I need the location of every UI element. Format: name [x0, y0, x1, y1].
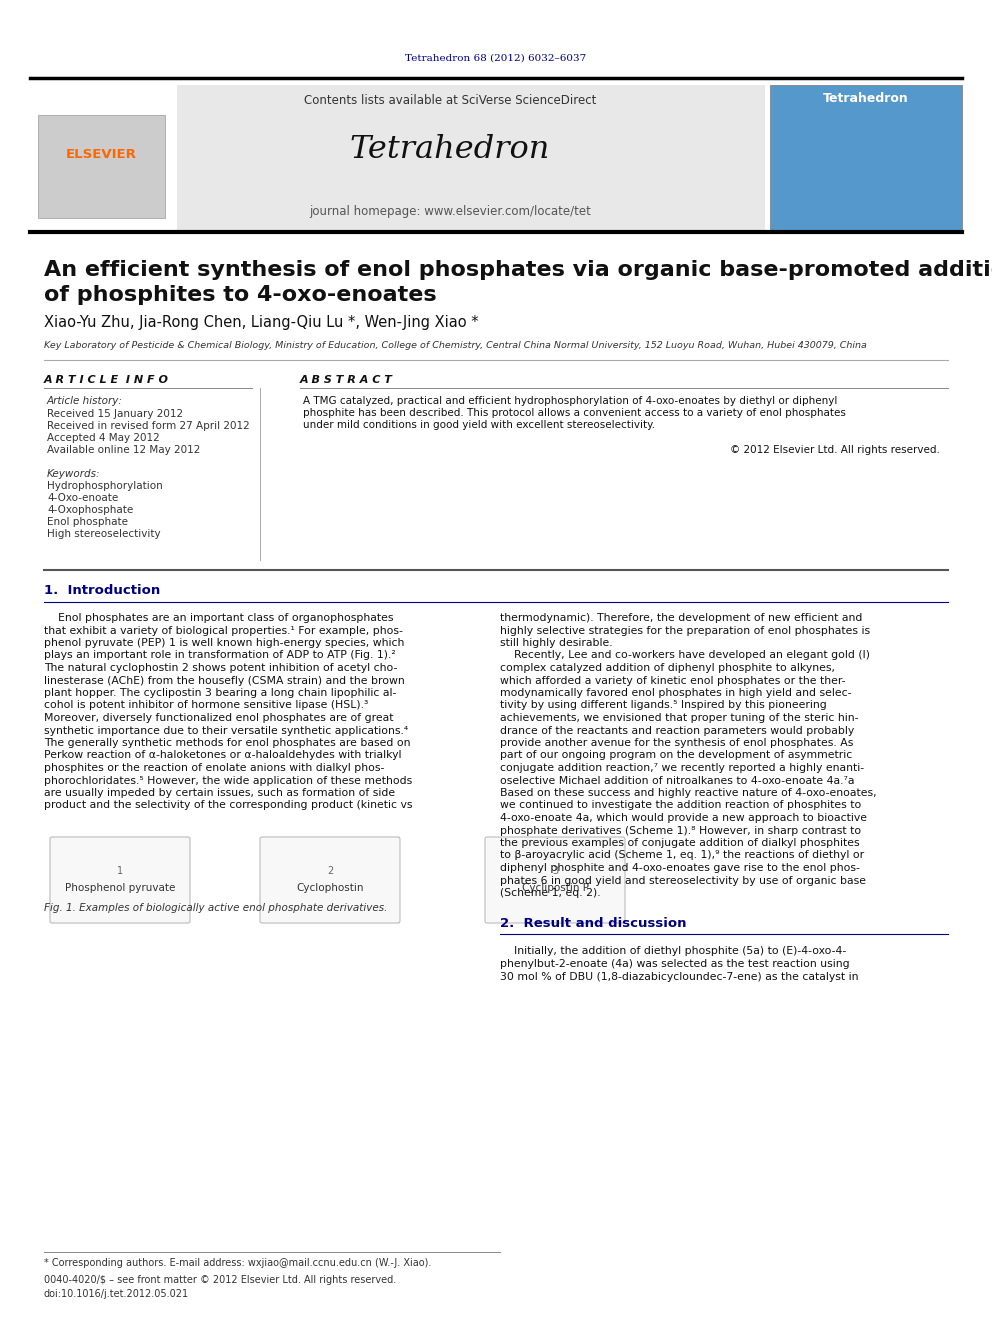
FancyBboxPatch shape — [30, 85, 765, 230]
Text: phosphites or the reaction of enolate anions with dialkyl phos-: phosphites or the reaction of enolate an… — [44, 763, 384, 773]
Text: synthetic importance due to their versatile synthetic applications.⁴: synthetic importance due to their versat… — [44, 725, 409, 736]
Text: Based on these success and highly reactive nature of 4-oxo-enoates,: Based on these success and highly reacti… — [500, 789, 877, 798]
Text: thermodynamic). Therefore, the development of new efficient and: thermodynamic). Therefore, the developme… — [500, 613, 862, 623]
Text: are usually impeded by certain issues, such as formation of side: are usually impeded by certain issues, s… — [44, 789, 395, 798]
FancyBboxPatch shape — [260, 837, 400, 923]
Text: Accepted 4 May 2012: Accepted 4 May 2012 — [47, 433, 160, 443]
Text: 4-Oxophosphate: 4-Oxophosphate — [47, 505, 133, 515]
Text: A TMG catalyzed, practical and efficient hydrophosphorylation of 4-oxo-enoates b: A TMG catalyzed, practical and efficient… — [303, 396, 837, 406]
Text: High stereoselectivity: High stereoselectivity — [47, 529, 161, 538]
Text: An efficient synthesis of enol phosphates via organic base-promoted addition: An efficient synthesis of enol phosphate… — [44, 261, 992, 280]
Text: Received in revised form 27 April 2012: Received in revised form 27 April 2012 — [47, 421, 250, 431]
FancyBboxPatch shape — [38, 115, 165, 218]
Text: to β-aroyacrylic acid (Scheme 1, eq. 1),⁹ the reactions of diethyl or: to β-aroyacrylic acid (Scheme 1, eq. 1),… — [500, 851, 864, 860]
Text: 2.  Result and discussion: 2. Result and discussion — [500, 917, 686, 930]
Text: Hydrophosphorylation: Hydrophosphorylation — [47, 482, 163, 491]
Text: phenylbut-2-enoate (4a) was selected as the test reaction using: phenylbut-2-enoate (4a) was selected as … — [500, 959, 849, 968]
Text: © 2012 Elsevier Ltd. All rights reserved.: © 2012 Elsevier Ltd. All rights reserved… — [730, 445, 940, 455]
Text: that exhibit a variety of biological properties.¹ For example, phos-: that exhibit a variety of biological pro… — [44, 626, 403, 635]
Text: Recently, Lee and co-workers have developed an elegant gold (I): Recently, Lee and co-workers have develo… — [500, 651, 870, 660]
Text: part of our ongoing program on the development of asymmetric: part of our ongoing program on the devel… — [500, 750, 852, 761]
Text: 2: 2 — [327, 867, 333, 876]
FancyBboxPatch shape — [485, 837, 625, 923]
Text: achievements, we envisioned that proper tuning of the steric hin-: achievements, we envisioned that proper … — [500, 713, 858, 722]
Text: 1.  Introduction: 1. Introduction — [44, 585, 161, 598]
Text: which afforded a variety of kinetic enol phosphates or the ther-: which afforded a variety of kinetic enol… — [500, 676, 845, 685]
Text: 4-oxo-enoate 4a, which would provide a new approach to bioactive: 4-oxo-enoate 4a, which would provide a n… — [500, 814, 867, 823]
Text: Key Laboratory of Pesticide & Chemical Biology, Ministry of Education, College o: Key Laboratory of Pesticide & Chemical B… — [44, 340, 867, 349]
Text: ELSEVIER: ELSEVIER — [65, 148, 137, 161]
Text: complex catalyzed addition of diphenyl phosphite to alkynes,: complex catalyzed addition of diphenyl p… — [500, 663, 835, 673]
FancyBboxPatch shape — [30, 85, 177, 230]
Text: tivity by using different ligands.⁵ Inspired by this pioneering: tivity by using different ligands.⁵ Insp… — [500, 700, 826, 710]
Text: product and the selectivity of the corresponding product (kinetic vs: product and the selectivity of the corre… — [44, 800, 413, 811]
Text: doi:10.1016/j.tet.2012.05.021: doi:10.1016/j.tet.2012.05.021 — [44, 1289, 189, 1299]
Text: Keywords:: Keywords: — [47, 468, 100, 479]
Text: phates 6 in good yield and stereoselectivity by use of organic base: phates 6 in good yield and stereoselecti… — [500, 876, 866, 885]
Text: The generally synthetic methods for enol phosphates are based on: The generally synthetic methods for enol… — [44, 738, 411, 747]
Text: (Scheme 1, eq. 2).: (Scheme 1, eq. 2). — [500, 888, 600, 898]
Text: linesterase (AChE) from the housefly (CSMA strain) and the brown: linesterase (AChE) from the housefly (CS… — [44, 676, 405, 685]
Text: Enol phosphates are an important class of organophosphates: Enol phosphates are an important class o… — [44, 613, 394, 623]
Text: Article history:: Article history: — [47, 396, 123, 406]
Text: Initially, the addition of diethyl phosphite (5a) to (E)-4-oxo-4-: Initially, the addition of diethyl phosp… — [500, 946, 846, 957]
Text: phorochloridates.⁵ However, the wide application of these methods: phorochloridates.⁵ However, the wide app… — [44, 775, 413, 786]
Text: Xiao-Yu Zhu, Jia-Rong Chen, Liang-Qiu Lu *, Wen-Jing Xiao *: Xiao-Yu Zhu, Jia-Rong Chen, Liang-Qiu Lu… — [44, 315, 478, 331]
Text: phosphate derivatives (Scheme 1).⁸ However, in sharp contrast to: phosphate derivatives (Scheme 1).⁸ Howev… — [500, 826, 861, 836]
FancyBboxPatch shape — [50, 837, 190, 923]
Text: cohol is potent inhibitor of hormone sensitive lipase (HSL).³: cohol is potent inhibitor of hormone sen… — [44, 700, 368, 710]
Text: highly selective strategies for the preparation of enol phosphates is: highly selective strategies for the prep… — [500, 626, 870, 635]
Text: A R T I C L E  I N F O: A R T I C L E I N F O — [44, 374, 169, 385]
Text: plays an important role in transformation of ADP to ATP (Fig. 1).²: plays an important role in transformatio… — [44, 651, 396, 660]
Text: we continued to investigate the addition reaction of phosphites to: we continued to investigate the addition… — [500, 800, 861, 811]
Text: Enol phosphate: Enol phosphate — [47, 517, 128, 527]
Text: Phosphenol pyruvate: Phosphenol pyruvate — [64, 882, 176, 893]
Text: drance of the reactants and reaction parameters would probably: drance of the reactants and reaction par… — [500, 725, 854, 736]
Text: Contents lists available at SciVerse ScienceDirect: Contents lists available at SciVerse Sci… — [304, 94, 596, 106]
Text: still highly desirable.: still highly desirable. — [500, 638, 613, 648]
Text: Tetrahedron 68 (2012) 6032–6037: Tetrahedron 68 (2012) 6032–6037 — [406, 53, 586, 62]
Text: Perkow reaction of α-haloketones or α-haloaldehydes with trialkyl: Perkow reaction of α-haloketones or α-ha… — [44, 750, 402, 761]
Text: the previous examples of conjugate addition of dialkyl phosphites: the previous examples of conjugate addit… — [500, 837, 860, 848]
Text: phosphite has been described. This protocol allows a convenient access to a vari: phosphite has been described. This proto… — [303, 407, 846, 418]
Text: The natural cyclophostin 2 shows potent inhibition of acetyl cho-: The natural cyclophostin 2 shows potent … — [44, 663, 398, 673]
Text: under mild conditions in good yield with excellent stereoselectivity.: under mild conditions in good yield with… — [303, 419, 655, 430]
Text: oselective Michael addition of nitroalkanes to 4-oxo-enoate 4a.⁷a: oselective Michael addition of nitroalka… — [500, 775, 854, 786]
Text: 0040-4020/$ – see front matter © 2012 Elsevier Ltd. All rights reserved.: 0040-4020/$ – see front matter © 2012 El… — [44, 1275, 396, 1285]
Text: Moreover, diversely functionalized enol phosphates are of great: Moreover, diversely functionalized enol … — [44, 713, 394, 722]
Text: A B S T R A C T: A B S T R A C T — [300, 374, 393, 385]
Text: * Corresponding authors. E-mail address: wxjiao@mail.ccnu.edu.cn (W.-J. Xiao).: * Corresponding authors. E-mail address:… — [44, 1258, 432, 1267]
Text: modynamically favored enol phosphates in high yield and selec-: modynamically favored enol phosphates in… — [500, 688, 851, 699]
Text: plant hopper. The cyclipostin 3 bearing a long chain lipophilic al-: plant hopper. The cyclipostin 3 bearing … — [44, 688, 397, 699]
Text: Tetrahedron: Tetrahedron — [823, 91, 909, 105]
Text: Available online 12 May 2012: Available online 12 May 2012 — [47, 445, 200, 455]
Text: Cyclipostin P: Cyclipostin P — [522, 882, 588, 893]
Text: 30 mol % of DBU (1,8-diazabicycloundec-7-ene) as the catalyst in: 30 mol % of DBU (1,8-diazabicycloundec-7… — [500, 971, 858, 982]
Text: conjugate addition reaction,⁷ we recently reported a highly enanti-: conjugate addition reaction,⁷ we recentl… — [500, 763, 864, 773]
Text: Fig. 1. Examples of biologically active enol phosphate derivatives.: Fig. 1. Examples of biologically active … — [44, 904, 387, 913]
Text: 1: 1 — [117, 867, 123, 876]
Text: journal homepage: www.elsevier.com/locate/tet: journal homepage: www.elsevier.com/locat… — [310, 205, 591, 218]
FancyBboxPatch shape — [770, 85, 962, 230]
Text: provide another avenue for the synthesis of enol phosphates. As: provide another avenue for the synthesis… — [500, 738, 853, 747]
Text: Received 15 January 2012: Received 15 January 2012 — [47, 409, 184, 419]
Text: 3: 3 — [552, 867, 558, 876]
Text: of phosphites to 4-oxo-enoates: of phosphites to 4-oxo-enoates — [44, 284, 436, 306]
Text: 4-Oxo-enoate: 4-Oxo-enoate — [47, 493, 118, 503]
Text: Cyclophostin: Cyclophostin — [297, 882, 364, 893]
Text: Tetrahedron: Tetrahedron — [350, 135, 551, 165]
Text: diphenyl phosphite and 4-oxo-enoates gave rise to the enol phos-: diphenyl phosphite and 4-oxo-enoates gav… — [500, 863, 860, 873]
Text: phenol pyruvate (PEP) 1 is well known high-energy species, which: phenol pyruvate (PEP) 1 is well known hi… — [44, 638, 405, 648]
